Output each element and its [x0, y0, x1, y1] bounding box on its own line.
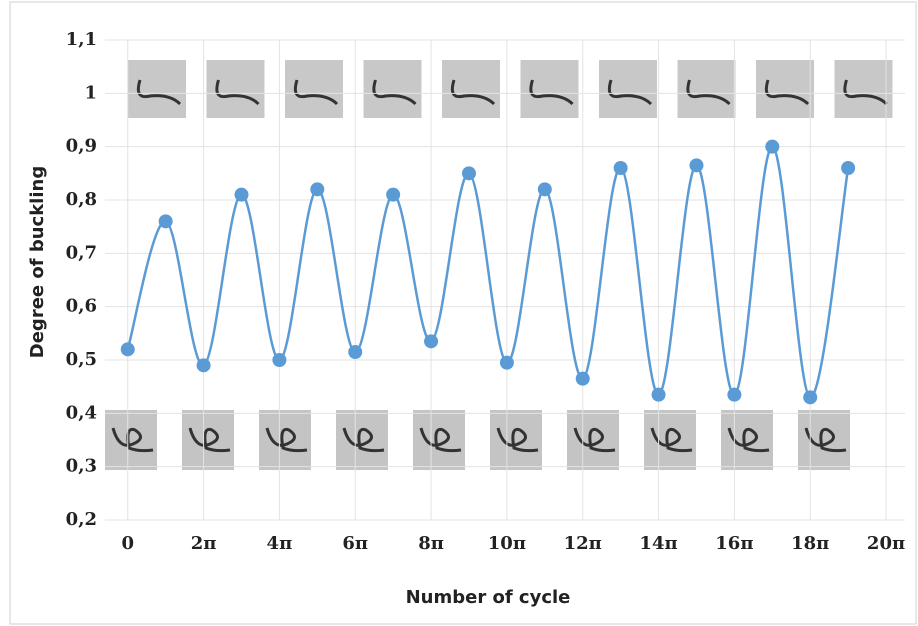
point [234, 188, 248, 202]
x-tick-label: 8π [418, 533, 444, 554]
x-tick-label: 2π [191, 533, 217, 554]
thumbnail [490, 410, 542, 470]
point [272, 353, 286, 367]
x-tick-label: 18π [791, 533, 829, 554]
point [803, 390, 817, 404]
thumbnail [207, 60, 265, 118]
point [841, 161, 855, 175]
point [614, 161, 628, 175]
point [197, 358, 211, 372]
x-tick-label: 14π [639, 533, 677, 554]
thumbnail [105, 410, 157, 470]
point [652, 388, 666, 402]
thumbnail [336, 410, 388, 470]
y-tick-label: 1 [84, 82, 97, 103]
thumbnail [678, 60, 736, 118]
point [424, 334, 438, 348]
chart: Number of cycle Degree of buckling 0,2 0,… [0, 0, 918, 626]
point [348, 345, 362, 359]
thumbnail [599, 60, 657, 118]
thumbnail [182, 410, 234, 470]
point [159, 214, 173, 228]
point [765, 140, 779, 154]
thumbnail [835, 60, 893, 118]
x-tick-label: 16π [715, 533, 753, 554]
point [121, 342, 135, 356]
thumbnail [128, 60, 186, 118]
point [727, 388, 741, 402]
x-tick-label: 4π [267, 533, 293, 554]
y-axis-label: Degree of buckling [27, 166, 48, 358]
x-tick-label: 20π [867, 533, 905, 554]
thumbnail [364, 60, 422, 118]
thumbnail [442, 60, 500, 118]
thumbnail [521, 60, 579, 118]
x-tick-label: 10π [488, 533, 526, 554]
y-tick-label: 0,4 [66, 402, 97, 423]
point [386, 188, 400, 202]
thumbnail [285, 60, 343, 118]
point [538, 182, 552, 196]
thumbnail [756, 60, 814, 118]
x-tick-label: 12π [564, 533, 602, 554]
thumbnail [259, 410, 311, 470]
point [310, 182, 324, 196]
point [689, 158, 703, 172]
y-tick-label: 0,7 [66, 242, 97, 263]
y-tick-label: 0,6 [66, 296, 97, 317]
point [462, 166, 476, 180]
y-tick-label: 0,2 [66, 509, 97, 530]
y-tick-label: 0,9 [66, 136, 97, 157]
y-tick-label: 0,3 [66, 456, 97, 477]
thumbnail [644, 410, 696, 470]
thumbnail [413, 410, 465, 470]
thumbnail [567, 410, 619, 470]
y-tick-label: 1,1 [66, 29, 97, 50]
x-axis-label: Number of cycle [406, 587, 571, 608]
x-tick-label: 6π [342, 533, 368, 554]
thumbnail [798, 410, 850, 470]
y-tick-label: 0,8 [66, 189, 97, 210]
x-tick-label: 0 [121, 533, 134, 554]
page: Number of cycle Degree of buckling 0,2 0,… [0, 0, 918, 626]
thumbnail [721, 410, 773, 470]
point [576, 372, 590, 386]
y-tick-label: 0,5 [66, 349, 97, 370]
point [500, 356, 514, 370]
